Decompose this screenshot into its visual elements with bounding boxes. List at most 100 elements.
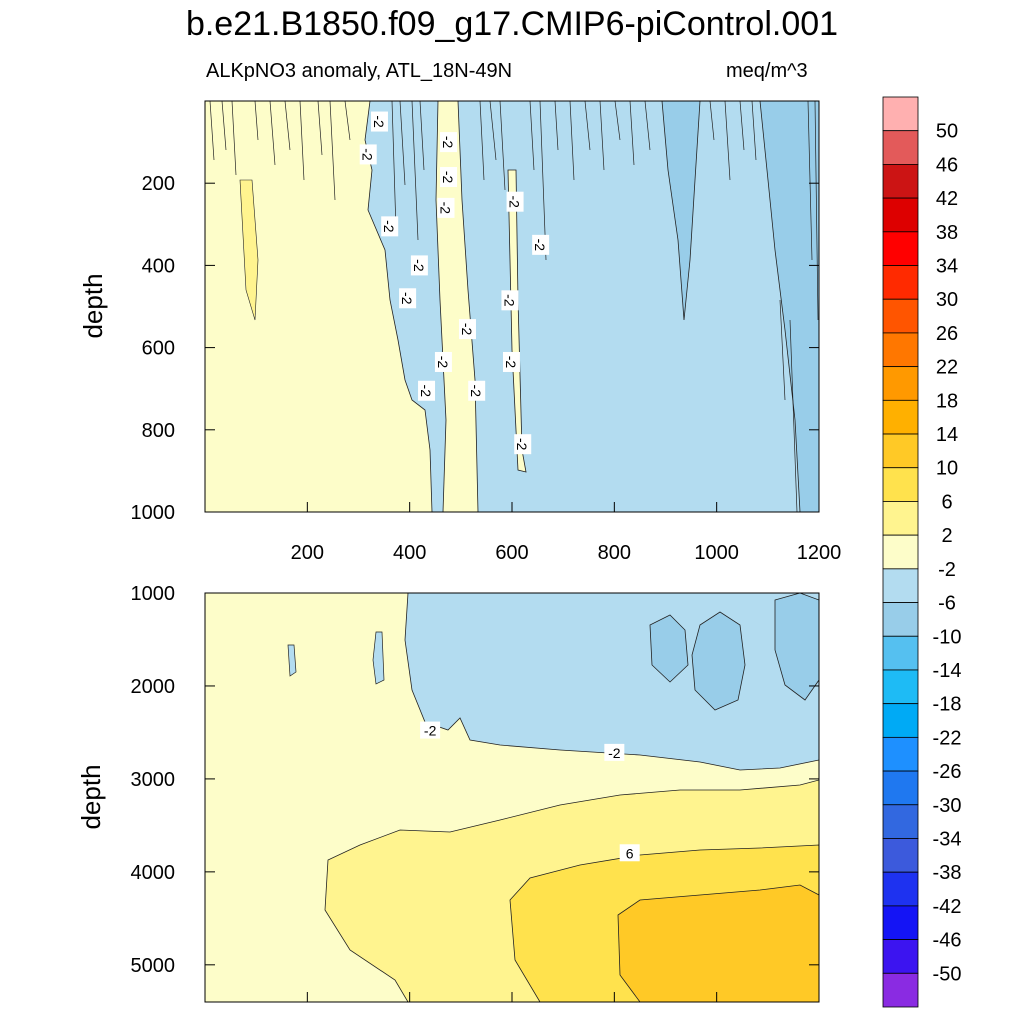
colorbar-label: 22 [936, 357, 958, 379]
units-label: meq/m^3 [726, 60, 808, 82]
upper-y-axis-label: depth [78, 273, 108, 338]
colorbar-label: 30 [936, 289, 958, 311]
contour-label-box [514, 434, 532, 455]
colorbar-swatch [882, 568, 919, 603]
colorbar-swatch [882, 871, 919, 907]
contour-label-box [420, 721, 441, 739]
contour-label: -2 [370, 111, 388, 132]
colorbar-swatch [882, 501, 919, 536]
upper-panel [205, 101, 819, 512]
colorbar-swatch [882, 635, 919, 671]
contour-labels: -2 -2 -2 -2 -2 -2 -2 -2 -2 -2 -2 -2 -2 -2 -2 -2 -2 -2 -2 6 [359, 111, 640, 862]
contour-label-box [440, 132, 458, 153]
contour-label: -2 [359, 144, 377, 165]
colorbar-swatch [882, 939, 919, 974]
colorbar-swatch [882, 197, 919, 233]
upper-x-tick-label: 600 [495, 542, 528, 564]
upper-y-tick-label: 400 [142, 255, 175, 277]
lower-fill-blue-darker-2 [774, 593, 819, 701]
colorbar-swatch [882, 770, 919, 806]
upper-y-tick-label: 200 [142, 173, 175, 195]
contour-label-text: -2 [532, 239, 548, 252]
lower-fill-blue-blob-1 [287, 644, 297, 677]
colorbar-label: 50 [936, 121, 958, 143]
lower-y-tick-label: 1000 [131, 583, 176, 605]
upper-y-tick-label: 600 [142, 338, 175, 360]
contour-label-box [506, 191, 524, 212]
contour-label-box [410, 255, 428, 276]
colorbar-swatch [882, 265, 919, 300]
contour-label: -2 [501, 290, 519, 311]
colorbar-label: -2 [938, 559, 956, 581]
contour-label-box [440, 167, 458, 188]
colorbar-label: 26 [936, 323, 958, 345]
colorbar-label: 42 [936, 188, 958, 210]
colorbar-swatch [882, 838, 919, 873]
upper-x-tick-label: 1200 [797, 542, 842, 564]
contour-label-box [501, 290, 519, 311]
contour-label-box [399, 288, 417, 309]
colorbar-label: -50 [933, 963, 962, 985]
colorbar-swatch [882, 467, 919, 502]
contour-label-box [468, 380, 486, 401]
upper-fill-yellow-streak [239, 179, 259, 321]
colorbar-label: -14 [933, 660, 962, 682]
contour-label-box [434, 351, 452, 372]
colorbar-swatch [882, 96, 919, 132]
contour-label-text: -2 [360, 148, 376, 161]
contour-label: -2 [420, 721, 441, 739]
colorbar-swatch [882, 399, 919, 435]
colorbar-swatch [882, 972, 919, 1008]
contour-label-text: -2 [411, 259, 427, 272]
contour-label-box [502, 351, 520, 372]
contour-label-box [437, 197, 455, 218]
lower-y-tick-label: 5000 [131, 955, 176, 977]
lower-y-tick-label: 4000 [131, 862, 176, 884]
colorbar-swatch [882, 298, 919, 334]
contour-label-text: -2 [437, 202, 453, 215]
colorbar-swatch [882, 602, 919, 637]
colorbar-label: 6 [941, 491, 952, 513]
contour-label-text: -2 [501, 294, 517, 307]
contour-label-box [381, 216, 399, 237]
contour-label: -2 [381, 216, 399, 237]
colorbar-label: -22 [933, 727, 962, 749]
contour-label-box [619, 844, 640, 862]
axes-ticks: 200 400 600 800 1000 1200 200 400 600 800 1000 1000… [131, 173, 842, 1002]
contour-label: -2 [434, 351, 452, 372]
contour-label: -2 [440, 167, 458, 188]
upper-y-tick-label: 800 [142, 420, 175, 442]
colorbar-label: 34 [936, 256, 958, 278]
contour-label: -2 [437, 197, 455, 218]
contour-label-text: -2 [381, 220, 397, 233]
upper-noise-lines [209, 101, 819, 512]
lower-fill-blue-blob-2 [372, 631, 385, 685]
contour-label: -2 [410, 255, 428, 276]
colorbar-label: -46 [933, 930, 962, 952]
contour-label-text: -2 [399, 292, 415, 305]
contour-label-box [604, 743, 625, 761]
colorbar-swatch [882, 130, 919, 165]
contour-label-text: -2 [468, 385, 484, 398]
contour-label-text: -2 [514, 438, 530, 451]
colorbar-label: -38 [933, 862, 962, 884]
contour-label: -2 [440, 132, 458, 153]
contour-label: -2 [458, 319, 476, 340]
contour-label-box [359, 144, 377, 165]
contour-label-box [370, 111, 388, 132]
colorbar-label: -10 [933, 626, 962, 648]
upper-x-tick-label: 800 [598, 542, 631, 564]
contour-label-text: -2 [459, 323, 475, 336]
main-title: b.e21.B1850.f09_g17.CMIP6-piControl.001 [185, 5, 839, 43]
colorbar-swatch [882, 534, 919, 570]
lower-fill-blue-darker-3 [649, 614, 689, 683]
colorbar-swatch [882, 433, 919, 469]
contour-label-text: 6 [626, 845, 634, 861]
colorbar-label: 14 [936, 424, 958, 446]
lower-y-tick-label: 3000 [131, 769, 176, 791]
upper-x-tick-label: 400 [393, 542, 426, 564]
colorbar-label: 38 [936, 222, 958, 244]
contour-label: -2 [418, 380, 436, 401]
plot-subtitle: ALKpNO3 anomaly, ATL_18N-49N [206, 60, 513, 82]
colorbar-label: 10 [936, 458, 958, 480]
